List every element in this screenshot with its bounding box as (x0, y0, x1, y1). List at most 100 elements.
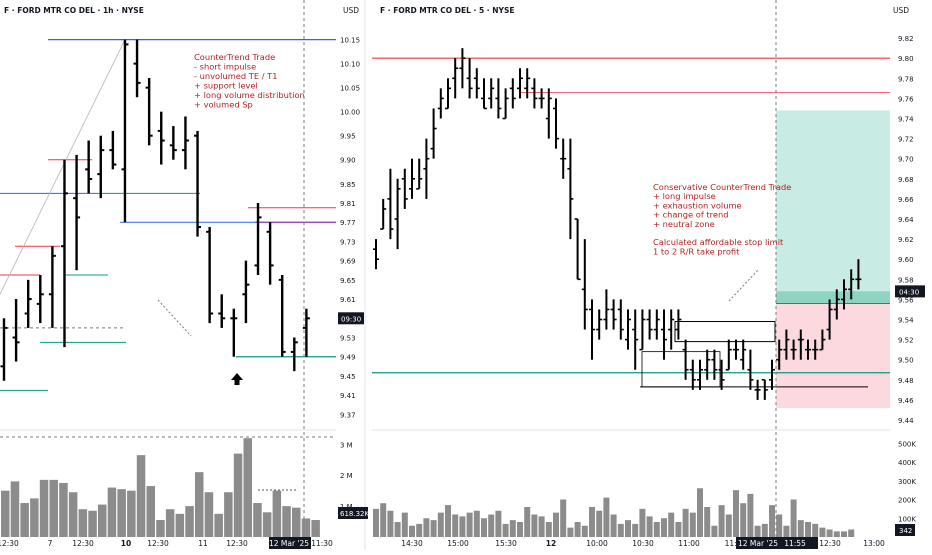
left-volume-bar (127, 490, 136, 537)
right-volume-bar (466, 512, 473, 537)
right-annotation-line: + change of trend (653, 210, 729, 220)
left-y-tick-label: 9.90 (340, 157, 356, 165)
right-volume-tick-label: 342 (899, 527, 912, 535)
right-y-tick-label: 9.58 (898, 276, 914, 284)
right-volume-bar (725, 514, 732, 537)
left-volume-bar (195, 472, 204, 537)
right-volume-bar (848, 529, 855, 537)
left-y-tick-label: 9.95 (340, 133, 356, 141)
right-volume-bar (668, 512, 675, 537)
right-y-tick-label: 9.72 (898, 136, 914, 144)
right-annotation-line: + neutral zone (653, 219, 715, 229)
right-volume-bar (423, 518, 430, 537)
left-y-tick-label: 10.15 (340, 37, 360, 45)
left-y-tick-label: 9.73 (340, 238, 356, 246)
left-y-tick-label: 10.05 (340, 85, 360, 93)
right-price-tag-label: 04:30 (899, 288, 919, 296)
right-y-tick-label: 9.62 (898, 236, 914, 244)
left-volume-bar (1, 490, 10, 537)
right-volume-bar (617, 523, 624, 537)
left-y-tick-label: 10.00 (340, 109, 360, 117)
left-x-tick-label: 12:30 (0, 539, 19, 548)
right-volume-tick-label: 400K (898, 459, 916, 467)
right-volume-bar (387, 510, 394, 537)
left-y-tick-label: 9.61 (340, 296, 356, 304)
left-trendline (0, 39, 126, 295)
right-y-tick-label: 9.48 (898, 377, 914, 385)
left-volume-bar (243, 438, 252, 537)
left-volume-bar (146, 486, 155, 537)
left-y-tick-label: 9.37 (340, 411, 356, 419)
left-x-tick-label: 10 (121, 539, 131, 548)
right-volume-tick-label: 500K (898, 440, 916, 448)
right-y-tick-label: 9.80 (898, 55, 914, 63)
right-volume-bar (430, 520, 437, 537)
right-volume-bar (545, 522, 552, 537)
right-volume-bar (704, 507, 711, 537)
right-volume-tick-label: 300K (898, 478, 916, 486)
right-chart-title: F · FORD MTR CO DEL · 5 · NYSE (380, 6, 514, 15)
right-x-tick-label: 14:30 (401, 539, 423, 548)
right-volume-bar (639, 508, 646, 537)
left-volume-bar (165, 509, 175, 537)
right-volume-bar (473, 510, 480, 537)
right-volume-bar (517, 522, 523, 537)
right-volume-bar (589, 507, 595, 537)
right-loss-zone (776, 303, 890, 408)
right-volume-bar (625, 520, 631, 537)
left-volume-bar (59, 482, 68, 537)
right-price-tag-box (895, 285, 925, 298)
right-y-tick-label: 9.44 (898, 417, 914, 425)
right-y-tick-label: 9.46 (898, 397, 914, 405)
right-volume-bar (502, 523, 509, 537)
right-x-tick-label: 12 (546, 539, 556, 548)
right-annotation-line: Conservative CounterTrend Trade (653, 182, 791, 192)
right-volume-bar (790, 499, 797, 537)
right-annotation-line: 1 to 2 R/R take profit (653, 246, 740, 256)
left-volume-bar (224, 492, 233, 537)
right-volume-bar (495, 510, 502, 537)
right-volume-bar (682, 508, 689, 537)
left-y-tick-label: 9.53 (340, 335, 356, 343)
right-x-tick-label: 12 Mar '25 (738, 539, 778, 548)
right-volume-bar (718, 505, 725, 537)
left-y-tick-label: 9.69 (340, 258, 356, 266)
left-x-tick-label: 12:30 (226, 539, 248, 548)
right-volume-bar (416, 523, 423, 537)
right-annotation-line: Calculated affordable stop limit (653, 237, 784, 247)
right-volume-bar (733, 490, 739, 537)
right-y-tick-label: 9.52 (898, 337, 914, 345)
right-volume-bar (574, 522, 581, 537)
left-volume-bar (10, 481, 20, 537)
right-volume-bar (553, 512, 559, 537)
left-volume-bar (78, 509, 88, 537)
left-volume-bar (68, 492, 78, 537)
right-volume-bar (445, 505, 451, 537)
right-volume-bar (531, 514, 538, 537)
right-y-tick-label: 9.68 (898, 176, 914, 184)
right-volume-bar (747, 493, 754, 537)
right-volume-bar (769, 505, 775, 537)
left-volume-bar (253, 503, 262, 537)
left-volume-bar (311, 520, 320, 537)
right-volume-bar (437, 512, 444, 537)
right-volume-bar (646, 516, 653, 537)
left-volume-bar (98, 504, 107, 537)
right-range-box (674, 321, 776, 343)
left-volume-bar (301, 518, 311, 537)
right-annotation-line: + exhaustion volume (653, 200, 742, 210)
left-x-tick-label: 7 (48, 539, 53, 548)
right-y-tick-label: 9.70 (898, 156, 914, 164)
left-volume-bar (88, 510, 97, 537)
left-annotation-line: + support level (194, 81, 258, 91)
right-x-tick-label: 11:00 (678, 539, 700, 548)
left-volume-bar (282, 506, 291, 537)
left-volume-bar (156, 520, 165, 537)
right-volume-bar (488, 514, 495, 537)
right-volume-tick-label: 100K (898, 515, 916, 523)
left-volume-bar (175, 513, 185, 537)
left-volume-bar (117, 489, 126, 537)
left-volume-tag-box (338, 507, 368, 519)
left-price-tag-box (338, 312, 364, 325)
right-volume-bar (697, 488, 703, 537)
